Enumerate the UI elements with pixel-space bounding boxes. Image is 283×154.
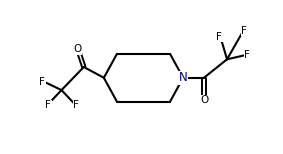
Text: N: N <box>179 71 188 84</box>
Text: O: O <box>74 44 82 54</box>
Text: F: F <box>39 77 45 87</box>
Text: F: F <box>241 26 247 36</box>
Text: O: O <box>201 95 209 105</box>
Text: F: F <box>216 32 222 42</box>
Text: F: F <box>46 101 51 110</box>
Text: F: F <box>73 101 79 110</box>
Text: F: F <box>244 51 250 60</box>
